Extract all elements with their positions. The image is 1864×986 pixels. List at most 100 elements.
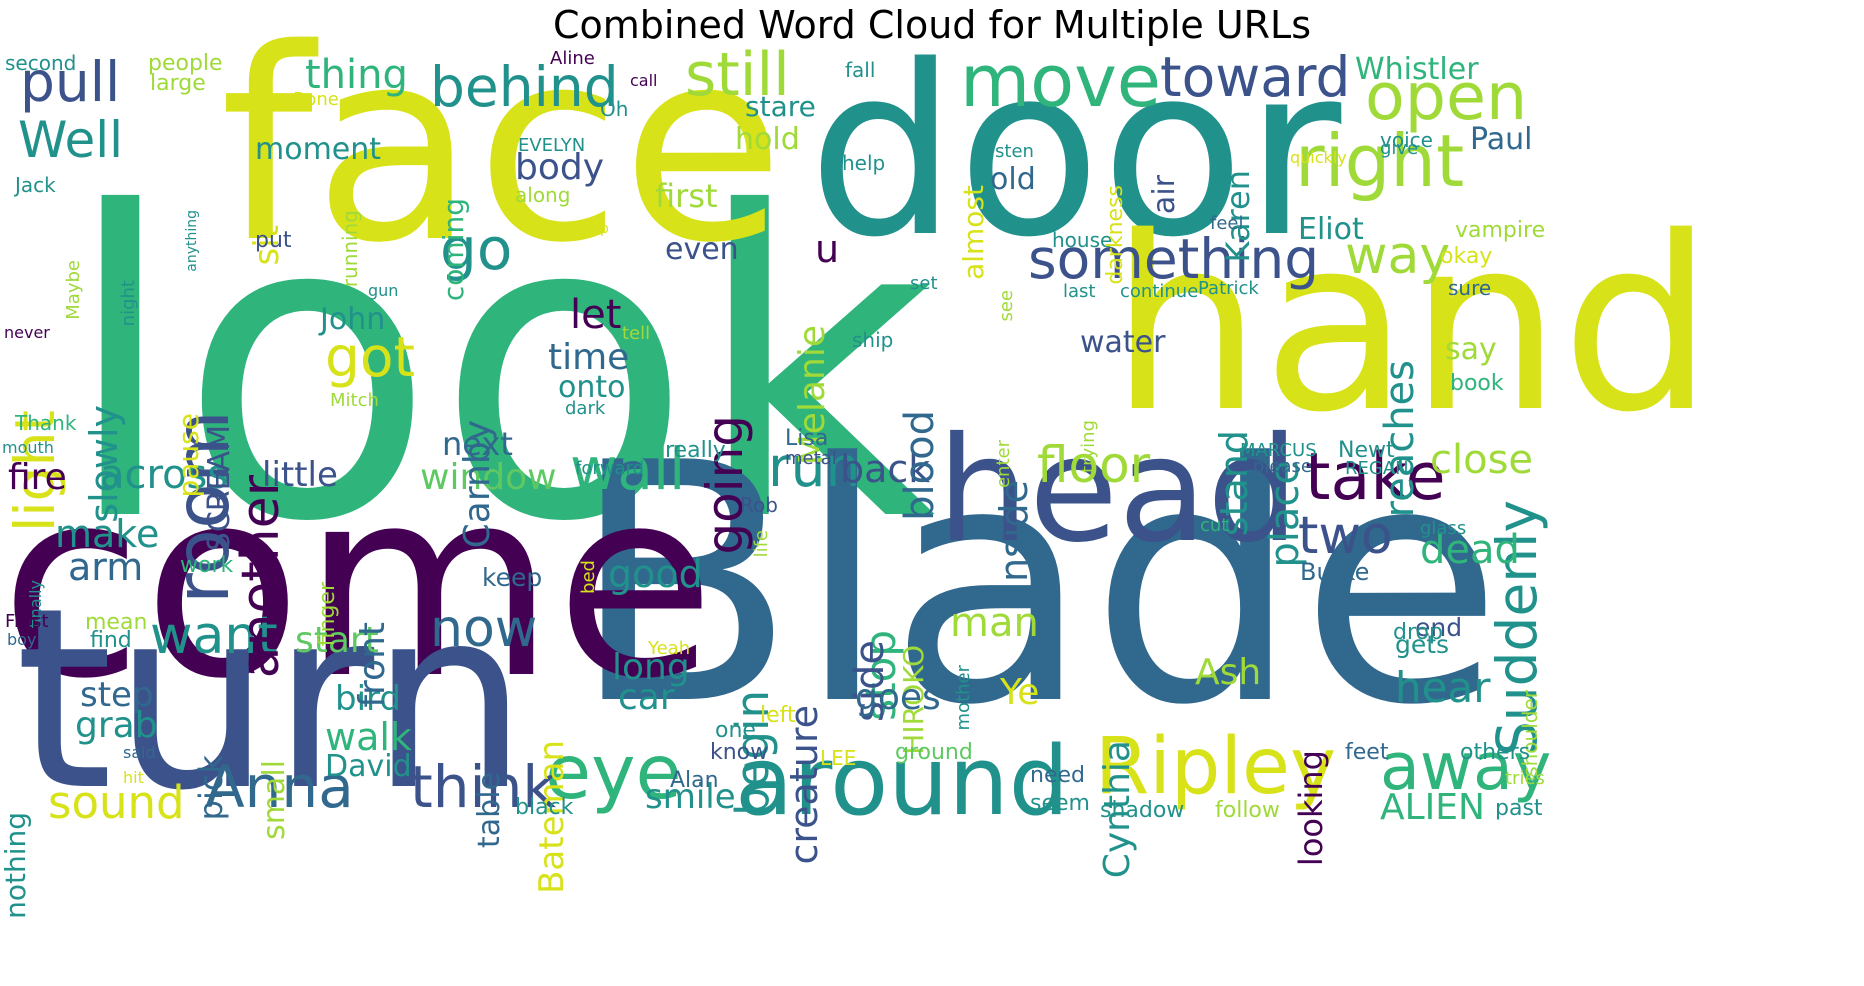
word-onto: onto <box>558 370 626 405</box>
word-frost: Frost <box>5 611 49 632</box>
word-around: around <box>735 727 1070 837</box>
word-left: left <box>760 703 796 728</box>
word-good: good <box>608 552 703 596</box>
word-drop: drop <box>1393 620 1443 645</box>
word-oh: Oh <box>600 97 629 121</box>
word-follow: follow <box>1215 798 1280 823</box>
word-think: think <box>410 753 556 821</box>
word-said: said <box>123 743 156 762</box>
word-anything: anything <box>184 210 200 272</box>
word-alien: ALIEN <box>1380 787 1485 828</box>
word-even: even <box>665 232 739 267</box>
word-thing: thing <box>305 52 408 98</box>
word-okay: okay <box>1440 244 1493 269</box>
word-dark: dark <box>565 398 606 419</box>
word-forward: forward <box>575 458 645 479</box>
word-finger: finger <box>315 582 340 647</box>
word-two: two <box>1298 506 1393 566</box>
word-step: step <box>80 675 154 715</box>
word-know: know <box>710 740 769 765</box>
word-aline: Aline <box>550 48 595 69</box>
word-work: work <box>180 553 234 578</box>
word-now: now <box>430 599 538 659</box>
word-people: people <box>148 51 223 76</box>
word-anna: Anna <box>205 753 354 821</box>
word-top: top <box>586 221 609 237</box>
word-bed: bed <box>578 560 599 594</box>
word-shadow: shadow <box>1100 798 1185 823</box>
word-something: something <box>1028 227 1320 291</box>
word-never: never <box>4 323 50 342</box>
word-voice: voice <box>1380 128 1433 152</box>
word-along: along <box>515 183 571 207</box>
word-feel: feel <box>1210 213 1244 234</box>
word-wall: wall <box>570 435 686 503</box>
word-john: John <box>320 302 386 337</box>
word-quickly: quickly <box>1290 148 1347 167</box>
word-make: make <box>55 512 160 556</box>
word-look: look <box>62 125 936 614</box>
word-head: head <box>937 406 1300 575</box>
word-alan: Alan <box>670 768 719 793</box>
word-last: last <box>1063 281 1096 302</box>
word-close: close <box>1430 437 1534 483</box>
word-vampire: vampire <box>1455 218 1546 243</box>
word-metal: metal <box>785 448 837 469</box>
word-regan: REGAN <box>1345 458 1409 479</box>
word-behind: behind <box>430 55 619 119</box>
word-continue: continue <box>1120 281 1199 302</box>
word-help: help <box>842 151 886 175</box>
word-old: old <box>990 162 1036 197</box>
word-give: give <box>1380 138 1419 159</box>
word-back: back <box>840 447 931 491</box>
word-house: house <box>1052 228 1113 252</box>
word-eliot: Eliot <box>1298 212 1364 247</box>
word-newt: Newt <box>1338 438 1395 463</box>
word-thank: Thank <box>15 411 77 435</box>
word-blood: blood <box>897 410 943 521</box>
word-floor: floor <box>1037 436 1151 494</box>
word-lisa: Lisa <box>785 426 829 451</box>
word-little: little <box>262 455 338 495</box>
word-really: really <box>665 438 726 463</box>
word-tries: tries <box>1505 768 1545 789</box>
word-mitch: Mitch <box>330 390 379 411</box>
word-cut: cut <box>1200 515 1229 536</box>
word-still: still <box>685 40 790 110</box>
word-stare: stare <box>745 90 816 123</box>
word-gets: gets <box>1395 630 1450 659</box>
word-window: window <box>420 457 557 498</box>
word-large: large <box>150 71 206 96</box>
word-hold: hold <box>735 122 800 157</box>
word-ash: Ash <box>1195 652 1262 693</box>
word-turn: turn <box>15 554 529 845</box>
word-sure: sure <box>1448 276 1492 300</box>
word-across: across <box>100 452 229 498</box>
word-past: past <box>1495 796 1543 821</box>
word-glass: glass <box>1420 518 1467 539</box>
word-creature: creature <box>782 705 826 865</box>
word-mouth: mouth <box>2 438 54 457</box>
word-eye: eye <box>545 728 682 816</box>
word-ship: ship <box>852 328 894 352</box>
word-fire: fire <box>8 457 67 498</box>
word-dead: dead <box>1420 527 1520 573</box>
word-one: one <box>715 718 756 743</box>
word-front: front <box>352 622 393 708</box>
word-next: next <box>442 425 513 463</box>
word-blade: Blade <box>570 393 1503 777</box>
word-almost: almost <box>957 185 990 280</box>
word-air: air <box>1147 175 1182 215</box>
word-start: start <box>295 620 379 661</box>
word-well: Well <box>18 111 124 169</box>
word-keep: keep <box>482 563 543 592</box>
word-run: run <box>768 435 861 499</box>
word-paul: Paul <box>1470 122 1533 157</box>
word-hear: hear <box>1395 663 1491 712</box>
word-door: door <box>808 16 1342 289</box>
word-put: put <box>255 228 292 253</box>
word-small: small <box>257 760 292 840</box>
word-sound: sound <box>48 776 185 829</box>
word-car: car <box>618 677 675 718</box>
word-others: others <box>1460 740 1531 765</box>
